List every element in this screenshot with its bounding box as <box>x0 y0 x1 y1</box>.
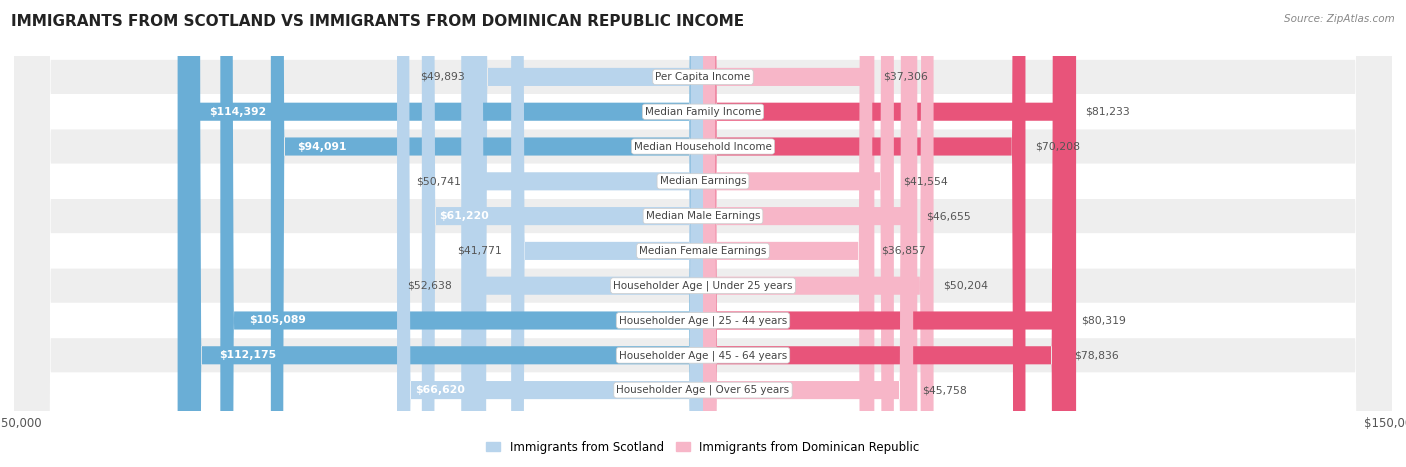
Text: IMMIGRANTS FROM SCOTLAND VS IMMIGRANTS FROM DOMINICAN REPUBLIC INCOME: IMMIGRANTS FROM SCOTLAND VS IMMIGRANTS F… <box>11 14 744 29</box>
Text: $52,638: $52,638 <box>408 281 453 290</box>
FancyBboxPatch shape <box>703 0 934 467</box>
Text: $105,089: $105,089 <box>249 316 307 325</box>
FancyBboxPatch shape <box>221 0 703 467</box>
FancyBboxPatch shape <box>14 0 1392 467</box>
FancyBboxPatch shape <box>470 0 703 467</box>
Text: $78,836: $78,836 <box>1074 350 1119 360</box>
FancyBboxPatch shape <box>14 0 1392 467</box>
Text: Householder Age | 45 - 64 years: Householder Age | 45 - 64 years <box>619 350 787 361</box>
Text: Householder Age | Over 65 years: Householder Age | Over 65 years <box>616 385 790 396</box>
Text: $45,758: $45,758 <box>922 385 967 395</box>
Text: Per Capita Income: Per Capita Income <box>655 72 751 82</box>
Text: Median Male Earnings: Median Male Earnings <box>645 211 761 221</box>
Text: Median Earnings: Median Earnings <box>659 177 747 186</box>
FancyBboxPatch shape <box>474 0 703 467</box>
FancyBboxPatch shape <box>271 0 703 467</box>
Legend: Immigrants from Scotland, Immigrants from Dominican Republic: Immigrants from Scotland, Immigrants fro… <box>482 436 924 458</box>
FancyBboxPatch shape <box>703 0 912 467</box>
FancyBboxPatch shape <box>703 0 875 467</box>
Text: $41,554: $41,554 <box>903 177 948 186</box>
Text: $37,306: $37,306 <box>883 72 928 82</box>
FancyBboxPatch shape <box>461 0 703 467</box>
FancyBboxPatch shape <box>188 0 703 467</box>
Text: $94,091: $94,091 <box>297 142 346 151</box>
Text: $50,741: $50,741 <box>416 177 461 186</box>
Text: Householder Age | 25 - 44 years: Householder Age | 25 - 44 years <box>619 315 787 326</box>
FancyBboxPatch shape <box>703 0 917 467</box>
Text: $70,208: $70,208 <box>1035 142 1080 151</box>
Text: Median Female Earnings: Median Female Earnings <box>640 246 766 256</box>
Text: Householder Age | Under 25 years: Householder Age | Under 25 years <box>613 281 793 291</box>
FancyBboxPatch shape <box>512 0 703 467</box>
Text: $36,857: $36,857 <box>882 246 927 256</box>
Text: $81,233: $81,233 <box>1085 107 1130 117</box>
FancyBboxPatch shape <box>14 0 1392 467</box>
FancyBboxPatch shape <box>396 0 703 467</box>
Text: $46,655: $46,655 <box>927 211 972 221</box>
FancyBboxPatch shape <box>703 0 1071 467</box>
Text: $61,220: $61,220 <box>439 211 488 221</box>
FancyBboxPatch shape <box>703 0 1066 467</box>
Text: $80,319: $80,319 <box>1081 316 1126 325</box>
Text: $112,175: $112,175 <box>219 350 276 360</box>
Text: $41,771: $41,771 <box>457 246 502 256</box>
Text: $50,204: $50,204 <box>943 281 988 290</box>
FancyBboxPatch shape <box>703 0 872 467</box>
Text: $66,620: $66,620 <box>415 385 465 395</box>
Text: Median Household Income: Median Household Income <box>634 142 772 151</box>
FancyBboxPatch shape <box>703 0 1025 467</box>
FancyBboxPatch shape <box>14 0 1392 467</box>
Text: $114,392: $114,392 <box>209 107 266 117</box>
FancyBboxPatch shape <box>14 0 1392 467</box>
FancyBboxPatch shape <box>177 0 703 467</box>
FancyBboxPatch shape <box>422 0 703 467</box>
Text: $49,893: $49,893 <box>420 72 464 82</box>
Text: Source: ZipAtlas.com: Source: ZipAtlas.com <box>1284 14 1395 24</box>
FancyBboxPatch shape <box>703 0 894 467</box>
FancyBboxPatch shape <box>703 0 1076 467</box>
Text: Median Family Income: Median Family Income <box>645 107 761 117</box>
